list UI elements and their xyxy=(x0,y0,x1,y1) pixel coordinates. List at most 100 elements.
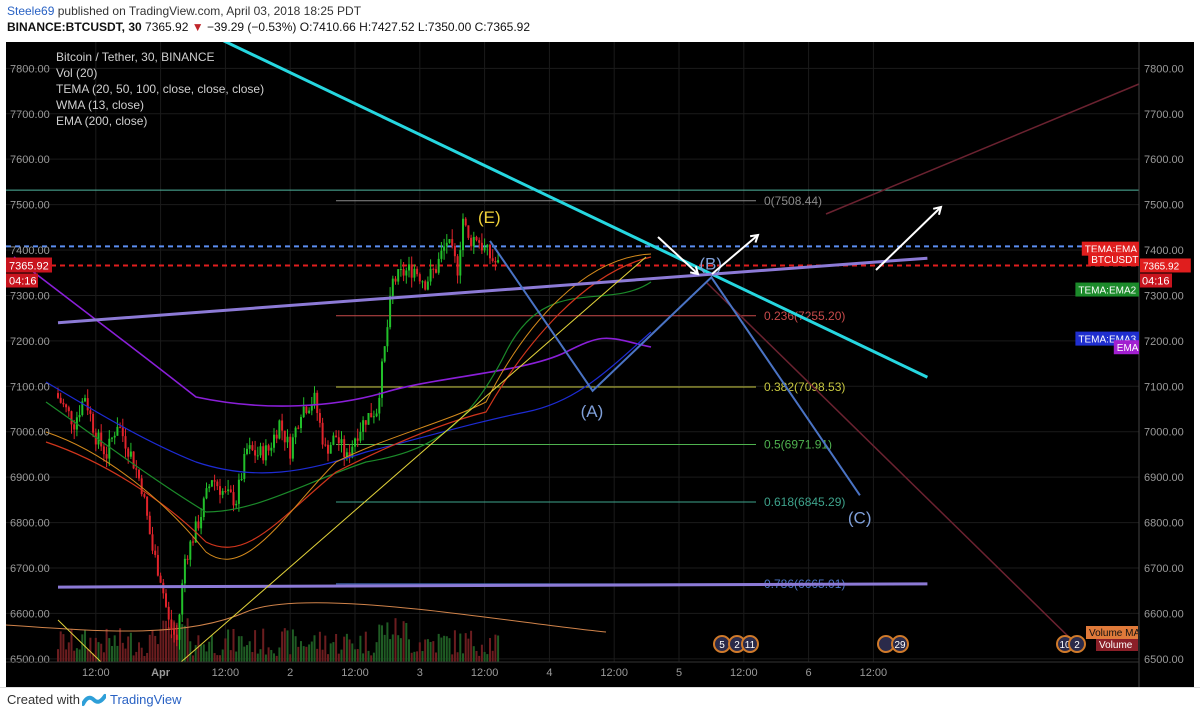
volume-bar xyxy=(97,642,100,662)
candle-body xyxy=(146,496,149,516)
purple-support-trendline[interactable] xyxy=(57,256,928,325)
y-tick-label-left: 6900.00 xyxy=(10,472,50,484)
volume-bar xyxy=(57,649,59,662)
maroon-diagonal-down[interactable] xyxy=(705,281,1077,645)
y-tick-label-left: 7100.00 xyxy=(10,381,50,393)
price-tag-label: BTCUSDT xyxy=(1091,255,1138,266)
candle-body xyxy=(397,269,400,282)
candle-body xyxy=(116,426,119,436)
volume-bar xyxy=(370,655,373,662)
candle-body xyxy=(205,488,208,499)
candle-body xyxy=(200,517,203,529)
tradingview-link[interactable]: TradingView xyxy=(110,692,182,707)
price-tag xyxy=(1140,258,1191,273)
volume-bar xyxy=(362,653,365,662)
chart-area[interactable]: 0(7508.44) 0.236(7255.20) 0.382(7098.53) 0.… xyxy=(5,26,1194,687)
chart-header: Steele69 published on TradingView.com, A… xyxy=(0,0,1200,40)
candle-body xyxy=(480,242,483,251)
candle-body xyxy=(435,269,437,273)
candle-body xyxy=(345,452,348,457)
candle-body xyxy=(491,258,494,261)
candle-body xyxy=(246,448,248,454)
y-tick-label-right: 6500.00 xyxy=(1144,654,1184,666)
candle-body xyxy=(135,468,138,470)
arrow-up-icon-b-head xyxy=(932,205,943,215)
volume-bar xyxy=(135,651,138,662)
volume-bar xyxy=(491,650,494,662)
y-tick-label-left: 7300.00 xyxy=(10,290,50,302)
volume-bar xyxy=(408,639,410,662)
volume-bar xyxy=(240,636,243,662)
volume-bar xyxy=(364,631,367,662)
candle-body xyxy=(121,427,124,437)
volume-bar xyxy=(259,649,262,662)
y-tick-label-right: 6800.00 xyxy=(1144,518,1184,530)
low-value: 7350.00 xyxy=(427,20,472,34)
volume-bar xyxy=(140,647,143,662)
candle-body xyxy=(451,239,454,246)
candle-body xyxy=(148,515,151,535)
candle-body xyxy=(221,491,224,495)
candle-body xyxy=(78,414,81,418)
candle-body xyxy=(113,435,116,438)
candle-body xyxy=(300,417,302,429)
low-label: L: xyxy=(417,20,428,34)
candle-body xyxy=(254,450,257,456)
y-tick-label-right: 7700.00 xyxy=(1144,109,1184,121)
volume-bar xyxy=(154,635,157,662)
event-badge-icon[interactable] xyxy=(741,635,759,653)
volume-bar xyxy=(189,641,192,662)
volume-bar xyxy=(129,632,132,662)
candle-body xyxy=(143,494,146,497)
candle-body xyxy=(327,444,329,454)
volume-bar xyxy=(59,631,62,662)
candle-body xyxy=(354,438,356,447)
candle-body xyxy=(321,422,324,445)
candle-body xyxy=(394,278,397,282)
elliott-wave-path[interactable] xyxy=(489,240,861,496)
volume-bar xyxy=(81,634,84,662)
price-tag-label: 7365.92 xyxy=(1143,261,1180,272)
volume-bar xyxy=(302,646,305,662)
volume-bar xyxy=(216,655,219,662)
candle-body xyxy=(489,244,491,259)
volume-bar xyxy=(210,635,213,662)
volume-bar xyxy=(354,649,356,662)
candle-body xyxy=(170,619,173,630)
event-badge-icon[interactable] xyxy=(891,635,909,653)
volume-bar xyxy=(162,620,165,662)
candle-body xyxy=(453,245,456,257)
candle-body xyxy=(86,398,89,411)
volume-bar xyxy=(413,651,416,662)
volume-bar xyxy=(146,652,149,662)
cyan-resistance-trendline[interactable] xyxy=(195,26,929,379)
candle-body xyxy=(362,420,365,432)
price-chart[interactable]: 0(7508.44) 0.236(7255.20) 0.382(7098.53) 0.… xyxy=(5,26,1194,687)
candle-body xyxy=(297,427,300,429)
yellow-trendline-short[interactable] xyxy=(57,619,102,663)
volume-bar xyxy=(102,652,105,662)
down-triangle-icon: ▼ xyxy=(191,20,204,34)
event-badge-icon[interactable] xyxy=(1068,635,1086,653)
candle-body xyxy=(192,541,194,543)
maroon-diagonal-up[interactable] xyxy=(825,83,1140,215)
author-link[interactable]: Steele69 xyxy=(7,4,55,18)
candle-body xyxy=(410,264,413,278)
candle-body xyxy=(424,281,427,290)
volume-bar xyxy=(475,650,478,662)
arrow-down-icon xyxy=(657,236,699,275)
volume-bar xyxy=(335,633,338,662)
volume-bar xyxy=(219,655,221,662)
yellow-trendline[interactable] xyxy=(180,256,647,663)
x-tick-label: 12:00 xyxy=(860,667,888,679)
volume-bar xyxy=(459,633,462,662)
candle-body xyxy=(105,454,108,459)
x-tick-label: 12:00 xyxy=(600,667,628,679)
price-tag-label: TEMA:EMA3 xyxy=(1078,335,1136,346)
candle-body xyxy=(167,606,170,620)
purple-floor-trendline[interactable] xyxy=(57,582,928,589)
volume-bar xyxy=(440,637,443,662)
volume-bar xyxy=(192,655,194,662)
candle-body xyxy=(138,469,140,479)
y-tick-label-right: 7100.00 xyxy=(1144,381,1184,393)
